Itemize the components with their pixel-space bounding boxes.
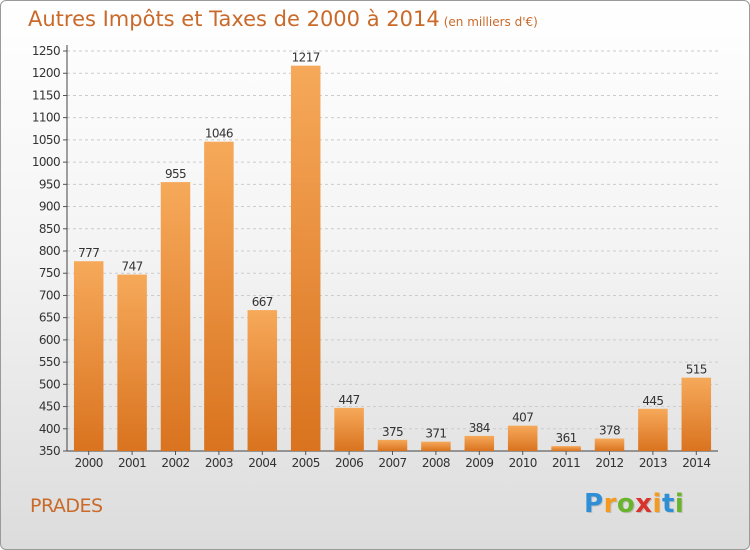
city-name: PRADES bbox=[30, 495, 103, 517]
y-tick-label: 1150 bbox=[32, 88, 60, 102]
bars bbox=[73, 65, 712, 452]
bar bbox=[247, 310, 278, 451]
x-tick-label: 2006 bbox=[335, 456, 363, 470]
x-tick-label: 2008 bbox=[422, 456, 450, 470]
bar bbox=[290, 65, 321, 452]
bar bbox=[377, 439, 408, 451]
bar bbox=[594, 438, 625, 451]
y-tick-label: 1100 bbox=[32, 111, 60, 125]
x-tick-label: 2009 bbox=[465, 456, 493, 470]
x-tick-label: 2001 bbox=[118, 456, 146, 470]
logo-letter: i bbox=[652, 489, 662, 519]
logo-letter: i bbox=[674, 489, 685, 519]
logo-letter: x bbox=[635, 489, 653, 519]
y-tick-label: 450 bbox=[39, 400, 60, 414]
data-label: 384 bbox=[469, 421, 490, 435]
x-tick-label: 2012 bbox=[595, 456, 623, 470]
chart-unit: (en milliers d'€) bbox=[443, 15, 538, 29]
y-tick-labels: 350 400 450 500 550 600 650 700 750 800 850 900 950 1… bbox=[32, 44, 61, 458]
bar bbox=[73, 261, 104, 451]
chart-title: Autres Impôts et Taxes de 2000 à 2014 (en… bbox=[28, 7, 538, 31]
y-tick-label: 950 bbox=[39, 177, 60, 191]
x-tick-label: 2005 bbox=[292, 456, 320, 470]
logo-letter: r bbox=[603, 489, 617, 519]
data-label: 407 bbox=[512, 411, 533, 425]
x-tick-label: 2011 bbox=[552, 456, 580, 470]
data-label: 375 bbox=[382, 425, 403, 439]
y-tick-label: 500 bbox=[39, 377, 60, 391]
data-label: 747 bbox=[122, 260, 143, 274]
y-tick-label: 700 bbox=[39, 288, 60, 302]
bar bbox=[160, 182, 191, 451]
x-tick-label: 2004 bbox=[248, 456, 276, 470]
x-tick-labels: 2000 2001 2002 2003 2004 2005 2006 2007 2008 2009… bbox=[75, 456, 711, 470]
bar bbox=[204, 141, 234, 451]
y-tick-label: 550 bbox=[39, 355, 60, 369]
data-labels: 777 747 955 1046 667 1217 447 375 371 384 407 361 37… bbox=[78, 51, 707, 445]
y-tick-label: 1200 bbox=[32, 66, 60, 80]
data-label: 1217 bbox=[292, 51, 320, 65]
y-tick-label: 350 bbox=[39, 444, 60, 458]
y-tick-label: 800 bbox=[39, 244, 60, 258]
y-tick-label: 900 bbox=[39, 200, 60, 214]
data-label: 1046 bbox=[205, 127, 233, 141]
bar bbox=[464, 435, 495, 451]
data-label: 378 bbox=[599, 424, 620, 438]
bar bbox=[507, 425, 538, 451]
logo-letter: o bbox=[616, 489, 636, 519]
proxiti-logo[interactable]: Proxiti bbox=[584, 489, 684, 519]
bar bbox=[334, 407, 364, 451]
bar bbox=[551, 446, 581, 451]
y-tick-label: 1000 bbox=[32, 155, 60, 169]
chart-title-text: Autres Impôts et Taxes de 2000 à 2014 bbox=[28, 7, 440, 31]
data-label: 445 bbox=[642, 394, 663, 408]
data-label: 361 bbox=[556, 431, 577, 445]
x-tick-label: 2010 bbox=[509, 456, 537, 470]
y-tick-label: 750 bbox=[39, 266, 60, 280]
y-tick-label: 1250 bbox=[32, 44, 60, 58]
data-label: 371 bbox=[425, 427, 446, 441]
x-tick-label: 2013 bbox=[639, 456, 667, 470]
bar bbox=[638, 408, 668, 451]
x-tick-label: 2000 bbox=[75, 456, 103, 470]
data-label: 667 bbox=[252, 295, 273, 309]
bar bbox=[681, 377, 712, 451]
y-tick-label: 850 bbox=[39, 222, 60, 236]
data-label: 777 bbox=[78, 246, 99, 260]
y-tick-label: 400 bbox=[39, 422, 60, 436]
data-label: 447 bbox=[339, 393, 360, 407]
x-tick-label: 2002 bbox=[161, 456, 189, 470]
logo-letter: t bbox=[661, 489, 675, 519]
y-tick-label: 1050 bbox=[32, 133, 60, 147]
y-tick-label: 650 bbox=[39, 311, 60, 325]
data-label: 515 bbox=[686, 363, 707, 377]
logo-letter: P bbox=[584, 489, 604, 519]
x-tick-label: 2014 bbox=[682, 456, 710, 470]
bar bbox=[117, 274, 147, 451]
x-tick-label: 2003 bbox=[205, 456, 233, 470]
data-label: 955 bbox=[165, 167, 186, 181]
y-tick-label: 600 bbox=[39, 333, 60, 347]
x-tick-label: 2007 bbox=[378, 456, 406, 470]
bar bbox=[421, 441, 451, 451]
